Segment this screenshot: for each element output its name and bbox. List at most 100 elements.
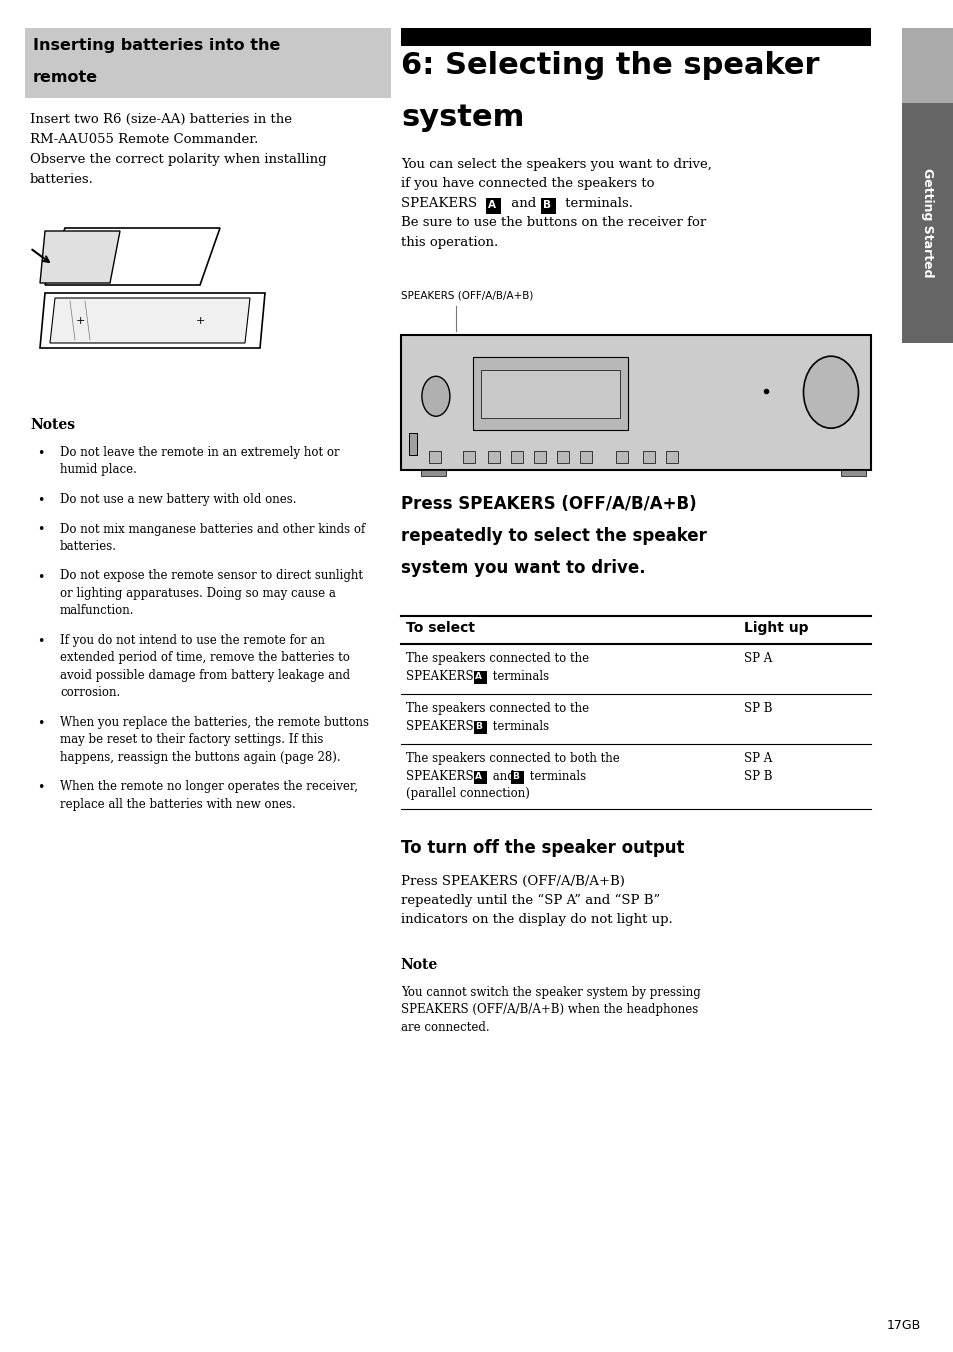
Text: 17GB: 17GB — [886, 1320, 920, 1332]
Text: if you have connected the speakers to: if you have connected the speakers to — [400, 177, 654, 191]
Ellipse shape — [421, 376, 450, 416]
Text: Notes: Notes — [30, 418, 75, 433]
Text: The speakers connected to both the: The speakers connected to both the — [405, 753, 619, 765]
Text: You can select the speakers you want to drive,: You can select the speakers you want to … — [400, 158, 711, 170]
Bar — [487, 452, 499, 464]
Bar — [511, 771, 523, 784]
Text: When you replace the batteries, the remote buttons: When you replace the batteries, the remo… — [60, 717, 369, 729]
Text: replace all the batteries with new ones.: replace all the batteries with new ones. — [60, 798, 295, 811]
Text: Getting Started: Getting Started — [921, 168, 934, 277]
Text: may be reset to their factory settings. If this: may be reset to their factory settings. … — [60, 734, 323, 746]
Text: Do not leave the remote in an extremely hot or: Do not leave the remote in an extremely … — [60, 446, 339, 458]
Text: repeatedly to select the speaker: repeatedly to select the speaker — [400, 527, 706, 545]
Text: SPEAKERS (OFF/A/B/A+B) when the headphones: SPEAKERS (OFF/A/B/A+B) when the headphon… — [400, 1003, 698, 1017]
Text: (parallel connection): (parallel connection) — [405, 787, 529, 800]
Text: You cannot switch the speaker system by pressing: You cannot switch the speaker system by … — [400, 986, 700, 999]
Bar — [485, 197, 501, 214]
Text: humid place.: humid place. — [60, 464, 136, 476]
Text: SPEAKERS: SPEAKERS — [405, 671, 476, 683]
Text: B: B — [512, 772, 518, 781]
Text: The speakers connected to the: The speakers connected to the — [405, 703, 588, 715]
Text: happens, reassign the buttons again (page 28).: happens, reassign the buttons again (pag… — [60, 750, 340, 764]
Text: Press SPEAKERS (OFF/A/B/A+B): Press SPEAKERS (OFF/A/B/A+B) — [400, 495, 696, 514]
Text: B: B — [475, 722, 482, 731]
Bar — [901, 28, 953, 103]
Text: •: • — [37, 493, 45, 507]
Bar — [665, 452, 678, 464]
Bar — [557, 452, 568, 464]
Text: To turn off the speaker output: To turn off the speaker output — [400, 840, 683, 857]
Ellipse shape — [802, 356, 858, 429]
Text: •: • — [37, 523, 45, 537]
Bar — [534, 452, 545, 464]
Bar — [473, 357, 627, 430]
Text: system you want to drive.: system you want to drive. — [400, 560, 645, 577]
Text: terminals: terminals — [525, 771, 585, 783]
Text: system: system — [400, 103, 524, 132]
Bar — [642, 452, 654, 464]
Text: corrosion.: corrosion. — [60, 687, 120, 699]
Text: and: and — [506, 197, 539, 210]
Text: Inserting batteries into the: Inserting batteries into the — [33, 38, 280, 53]
Text: terminals: terminals — [488, 721, 549, 733]
Bar — [540, 197, 556, 214]
Text: When the remote no longer operates the receiver,: When the remote no longer operates the r… — [60, 780, 357, 794]
Text: A: A — [475, 772, 482, 781]
Text: If you do not intend to use the remote for an: If you do not intend to use the remote f… — [60, 634, 325, 648]
Text: •: • — [37, 781, 45, 795]
Bar — [474, 721, 486, 734]
Text: Be sure to use the buttons on the receiver for: Be sure to use the buttons on the receiv… — [400, 216, 705, 230]
Text: avoid possible damage from battery leakage and: avoid possible damage from battery leaka… — [60, 669, 350, 681]
Text: this operation.: this operation. — [400, 237, 497, 249]
Polygon shape — [40, 293, 265, 347]
Text: SP A: SP A — [743, 753, 772, 765]
Text: •: • — [37, 448, 45, 460]
Bar — [480, 369, 619, 418]
Text: A: A — [487, 200, 496, 210]
Polygon shape — [40, 231, 120, 283]
Bar — [474, 671, 486, 684]
Text: Observe the correct polarity when installing: Observe the correct polarity when instal… — [30, 153, 326, 166]
Text: SP A: SP A — [743, 653, 772, 665]
Text: remote: remote — [33, 70, 98, 85]
Text: Note: Note — [400, 959, 437, 972]
Text: To select: To select — [405, 622, 475, 635]
Text: and: and — [488, 771, 517, 783]
Text: terminals: terminals — [488, 671, 549, 683]
Text: Light up: Light up — [743, 622, 808, 635]
Text: malfunction.: malfunction. — [60, 604, 134, 618]
Bar — [409, 434, 416, 456]
Text: The speakers connected to the: The speakers connected to the — [405, 653, 588, 665]
Text: SP B: SP B — [743, 703, 772, 715]
Text: RM-AAU055 Remote Commander.: RM-AAU055 Remote Commander. — [30, 132, 258, 146]
FancyBboxPatch shape — [409, 434, 416, 456]
Text: Press SPEAKERS (OFF/A/B/A+B): Press SPEAKERS (OFF/A/B/A+B) — [400, 875, 624, 887]
Bar — [511, 452, 522, 464]
Text: Insert two R6 (size-AA) batteries in the: Insert two R6 (size-AA) batteries in the — [30, 114, 292, 126]
Text: repeatedly until the “SP A” and “SP B”: repeatedly until the “SP A” and “SP B” — [400, 894, 659, 907]
Bar — [420, 470, 445, 476]
Text: SPEAKERS: SPEAKERS — [400, 197, 480, 210]
Bar — [474, 771, 486, 784]
Bar — [579, 452, 591, 464]
Text: batteries.: batteries. — [60, 539, 117, 553]
Text: Do not mix manganese batteries and other kinds of: Do not mix manganese batteries and other… — [60, 522, 365, 535]
Text: batteries.: batteries. — [30, 173, 93, 187]
Bar — [400, 335, 870, 470]
Text: or lighting apparatuses. Doing so may cause a: or lighting apparatuses. Doing so may ca… — [60, 587, 335, 600]
Text: •: • — [37, 571, 45, 584]
Text: Do not use a new battery with old ones.: Do not use a new battery with old ones. — [60, 493, 296, 506]
Bar — [25, 28, 391, 97]
Text: extended period of time, remove the batteries to: extended period of time, remove the batt… — [60, 652, 350, 664]
Polygon shape — [50, 297, 250, 343]
Text: 6: Selecting the speaker: 6: Selecting the speaker — [400, 51, 819, 80]
Bar — [901, 103, 953, 343]
Text: B: B — [542, 200, 550, 210]
Bar — [616, 452, 627, 464]
Text: •: • — [37, 717, 45, 730]
Text: are connected.: are connected. — [400, 1021, 489, 1034]
Text: SPEAKERS: SPEAKERS — [405, 721, 476, 733]
Text: •: • — [37, 635, 45, 648]
Bar — [429, 452, 440, 464]
Text: indicators on the display do not light up.: indicators on the display do not light u… — [400, 914, 672, 926]
